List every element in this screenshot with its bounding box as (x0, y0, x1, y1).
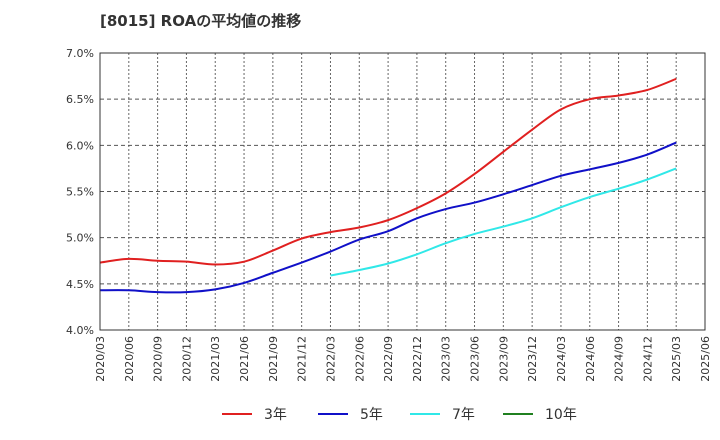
x-tick-label: 2023/09 (497, 336, 510, 382)
x-tick-label: 2021/12 (296, 336, 309, 382)
x-tick-label: 2022/06 (353, 336, 366, 382)
y-tick-label: 7.0% (66, 47, 94, 60)
x-tick-label: 2025/06 (699, 336, 712, 382)
x-tick-label: 2023/12 (526, 336, 539, 382)
plot-border (99, 52, 706, 331)
x-tick-label: 2021/09 (267, 336, 280, 382)
x-tick-label: 2021/03 (209, 336, 222, 382)
y-tick-label: 6.0% (66, 139, 94, 152)
x-tick-label: 2024/03 (555, 336, 568, 382)
x-tick-label: 2020/09 (152, 336, 165, 382)
chart-title: [8015] ROAの平均値の推移 (100, 12, 302, 30)
x-tick-label: 2024/12 (641, 336, 654, 382)
x-tick-label: 2023/06 (469, 336, 482, 382)
grid-lines (100, 53, 705, 330)
axes: 4.0% 4.5% 5.0% 5.5% 6.0% 6.5% 7.0% 2020/03 2020/… (66, 47, 712, 382)
y-tick-label: 5.5% (66, 186, 94, 199)
x-tick-label: 2022/09 (382, 336, 395, 382)
y-tick-label: 4.5% (66, 278, 94, 291)
x-tick-label: 2022/03 (324, 336, 337, 382)
series-lines (99, 77, 677, 294)
x-tick-label: 2020/03 (94, 336, 107, 382)
y-tick-label: 6.5% (66, 93, 94, 106)
x-tick-label: 2020/12 (180, 336, 193, 382)
legend-label: 3年 (264, 407, 287, 423)
legend-label: 10年 (545, 407, 577, 423)
y-tick-label: 5.0% (66, 232, 94, 245)
x-tick-label: 2023/03 (440, 336, 453, 382)
series-line-2 (99, 141, 677, 294)
x-tick-label: 2024/06 (584, 336, 597, 382)
series-line-1 (99, 77, 677, 266)
x-tick-label: 2022/12 (411, 336, 424, 382)
x-tick-label: 2025/03 (670, 336, 683, 382)
series-line-3 (330, 167, 677, 277)
x-tick-label: 2024/09 (613, 336, 626, 382)
legend: 3年 5年 7年 10年 (222, 407, 577, 423)
x-tick-label: 2021/06 (238, 336, 251, 382)
legend-label: 5年 (360, 407, 383, 423)
y-tick-label: 4.0% (66, 324, 94, 337)
legend-label: 7年 (452, 407, 475, 423)
x-tick-label: 2020/06 (123, 336, 136, 382)
